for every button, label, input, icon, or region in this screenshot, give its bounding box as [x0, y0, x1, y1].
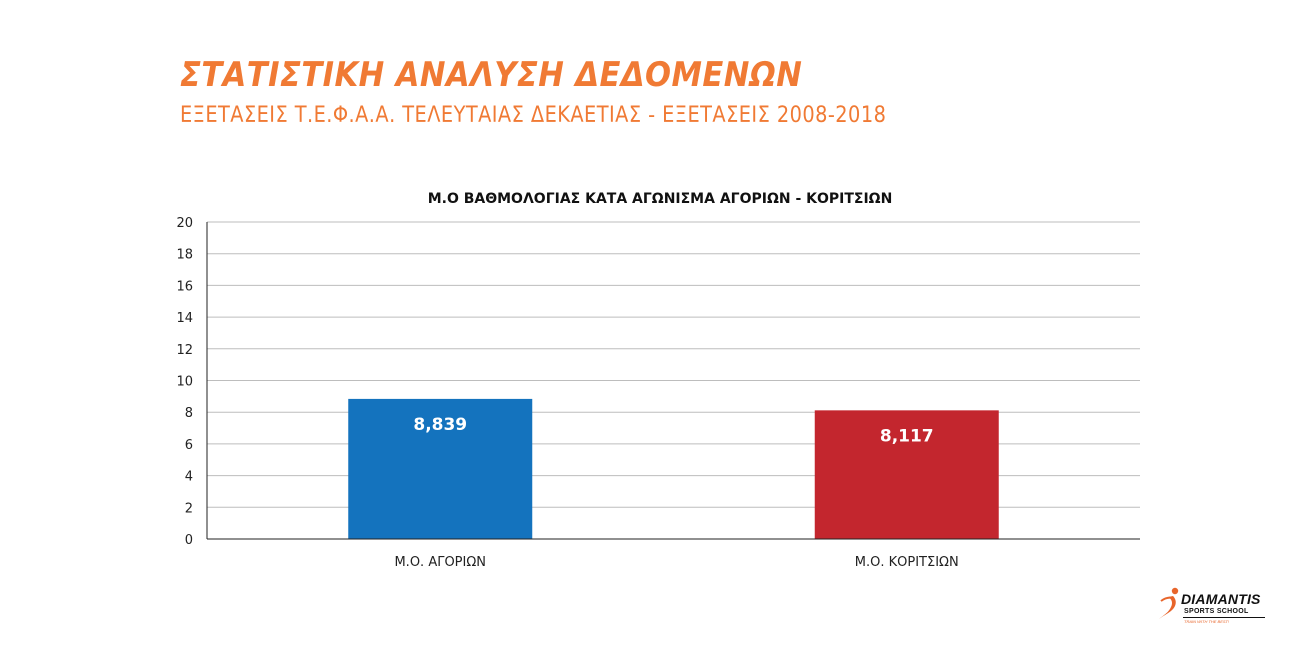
y-tick-label: 10	[176, 375, 193, 390]
page-subtitle: ΕΞΕΤΑΣΕΙΣ Τ.Ε.Φ.Α.Α. ΤΕΛΕΥΤΑΙΑΣ ΔΕΚΑΕΤΙΑ…	[180, 103, 887, 128]
x-category-label: Μ.Ο. ΑΓΟΡΙΩΝ	[394, 555, 486, 570]
logo-name: DIAMANTIS	[1181, 591, 1261, 607]
bar	[348, 398, 533, 539]
bar-value-label: 8,117	[880, 426, 934, 446]
bar-value-label: 8,839	[413, 415, 467, 435]
y-tick-label: 12	[176, 343, 193, 358]
x-axis-categories: Μ.Ο. ΑΓΟΡΙΩΝ Μ.Ο. ΚΟΡΙΤΣΙΩΝ	[394, 555, 958, 570]
bar	[814, 410, 999, 539]
data-labels: 8,839 8,117	[413, 415, 933, 446]
y-tick-label: 4	[185, 470, 193, 485]
y-tick-label: 18	[176, 248, 193, 263]
chart-title: Μ.Ο ΒΑΘΜΟΛΟΓΙΑΣ ΚΑΤΑ ΑΓΩΝΙΣΜΑ ΑΓΟΡΙΩΝ - …	[428, 191, 893, 207]
bars	[348, 398, 999, 539]
page-title: ΣΤΑΤΙΣΤΙΚΗ ΑΝΑΛΥΣΗ ΔΕΔΟΜΕΝΩΝ	[180, 55, 803, 95]
y-tick-label: 16	[176, 279, 193, 294]
y-tick-label: 20	[176, 216, 193, 231]
logo-subtitle: SPORTS SCHOOL	[1184, 608, 1249, 615]
y-tick-label: 6	[185, 438, 193, 453]
logo-tagline: TRAIN WITH THE BEST!	[1184, 619, 1230, 624]
grid-lines	[207, 221, 1140, 508]
y-tick-label: 14	[176, 311, 193, 326]
logo-divider	[1183, 617, 1265, 618]
brand-logo: DIAMANTIS SPORTS SCHOOL TRAIN WITH THE B…	[1155, 586, 1270, 626]
x-category-label: Μ.Ο. ΚΟΡΙΤΣΙΩΝ	[855, 555, 959, 570]
runner-icon	[1159, 587, 1179, 619]
header: ΣΤΑΤΙΣΤΙΚΗ ΑΝΑΛΥΣΗ ΔΕΔΟΜΕΝΩΝ ΕΞΕΤΑΣΕΙΣ Τ…	[180, 55, 983, 128]
y-tick-label: 2	[185, 501, 193, 516]
y-tick-label: 8	[185, 406, 193, 421]
y-tick-label: 0	[185, 533, 193, 548]
y-axis-ticks: 0 2 4 6 8 10 12 14 16 18 20	[176, 216, 193, 548]
